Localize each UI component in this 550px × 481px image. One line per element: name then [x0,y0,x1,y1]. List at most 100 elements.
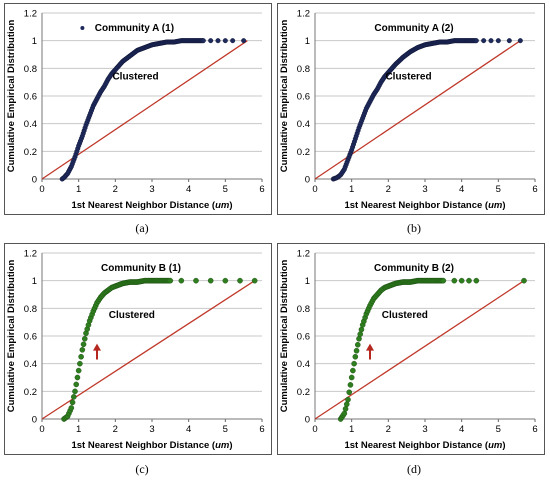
x-tick-label: 1 [349,424,354,435]
x-tick-label: 5 [496,424,501,435]
y-tick-label: 0.8 [297,64,310,75]
panel-frame [277,3,545,215]
data-point [343,401,350,408]
x-tick-label: 6 [259,424,264,435]
data-point [345,396,351,403]
x-axis-label: 1st Nearest Neighbor Distance (um) [71,200,232,211]
data-point [348,374,355,381]
chart-panel-a: 0 0.2 0.4 0.6 0.8 1 1.2 0 1 2 3 4 5 6 1st Nearest Neig… [4,3,272,215]
x-tick-label: 6 [532,184,537,195]
y-tick-label: 0.4 [24,119,37,130]
x-axis-label: 1st Nearest Neighbor Distance (um) [71,440,232,451]
x-tick-label: 5 [223,184,228,195]
y-tick-label: 0 [32,415,37,426]
data-point [215,38,221,44]
data-point [473,38,479,44]
x-tick-label: 4 [186,424,191,435]
data-point [341,410,348,417]
data-point [73,381,80,388]
data-point [193,277,199,284]
empirical-series [61,277,258,422]
data-point [356,335,362,342]
x-tick-label: 1 [349,184,354,195]
y-tick-label: 0.4 [297,359,310,370]
panel-caption-c: (c) [135,462,149,476]
data-point [200,38,206,44]
data-point [69,399,76,406]
data-point [488,38,494,44]
data-point [68,405,75,411]
data-point [167,277,174,284]
data-point [178,277,185,284]
y-tick-label: 0 [305,175,310,186]
data-point [466,277,472,284]
data-point [351,360,357,367]
y-tick-label: 0 [32,175,37,186]
y-tick-label: 0.4 [297,119,310,130]
x-axis-label: 1st Nearest Neighbor Distance (um) [344,440,505,451]
y-tick-label: 0.6 [297,92,310,103]
x-tick-label: 3 [422,424,427,435]
y-tick-label: 1.2 [24,9,37,20]
y-tick-label: 0.8 [24,64,37,75]
data-point [77,360,83,367]
data-point [451,277,458,284]
chart-panel-b: 0 0.2 0.4 0.6 0.8 1 1.2 0 1 2 3 4 5 6 1st Nearest Neig… [277,3,545,215]
clustered-annotation: Clustered [109,310,155,321]
y-tick-label: 1.2 [297,249,310,260]
data-point [237,277,243,284]
x-tick-label: 2 [386,184,391,195]
x-tick-label: 1 [76,184,81,195]
y-tick-label: 0.2 [297,387,310,398]
chart-title: Community B (2) [374,263,454,274]
data-point [458,277,465,284]
data-point [78,353,84,360]
data-point [346,389,353,396]
x-tick-label: 3 [149,424,154,435]
data-point [79,347,86,353]
data-point [74,374,81,381]
x-tick-label: 5 [223,424,228,435]
up-arrow-head [93,343,101,351]
x-tick-label: 4 [459,424,464,435]
y-tick-label: 0.8 [297,304,310,315]
y-tick-label: 0.2 [24,147,37,158]
y-tick-label: 1 [32,276,37,287]
data-point [81,335,88,342]
panel-frame [4,3,272,215]
data-point [521,277,527,284]
y-tick-label: 0.4 [24,359,37,370]
panel-caption-b: (b) [407,221,421,235]
chart-svg: 0 0.2 0.4 0.6 0.8 1 1.2 0 1 2 3 4 5 6 1st Nearest Neig… [277,243,545,455]
data-point [347,382,354,388]
x-tick-label: 1 [76,424,81,435]
data-point [251,277,258,284]
clustered-annotation: Clustered [112,71,158,82]
y-tick-label: 0 [305,415,310,426]
y-tick-label: 0.2 [297,147,310,158]
up-arrow-head [366,343,374,351]
x-tick-label: 4 [186,184,191,195]
panel-frame [277,243,545,455]
empirical-series [337,277,527,422]
panel-frame [4,243,272,455]
chart-svg: 0 0.2 0.4 0.6 0.8 1 1.2 0 1 2 3 4 5 6 1st Nearest Neig… [277,3,545,215]
clustered-annotation: Clustered [385,71,431,82]
y-axis-label: Cumulative Empirical Distribution [6,20,17,173]
y-tick-label: 1 [305,36,310,47]
y-tick-label: 0.6 [297,332,310,343]
data-point [357,331,364,337]
clustered-annotation: Clustered [382,310,428,321]
data-point [354,341,361,348]
x-tick-label: 0 [312,184,317,195]
data-point [495,38,501,44]
y-tick-label: 0.8 [24,304,37,315]
data-point [222,277,229,284]
x-tick-label: 5 [496,184,501,195]
x-tick-label: 3 [149,184,154,195]
x-tick-label: 6 [532,424,537,435]
chart-title: Community A (2) [374,23,453,34]
x-tick-label: 3 [422,184,427,195]
chart-title: Community B (1) [101,263,181,274]
x-tick-label: 4 [459,184,464,195]
